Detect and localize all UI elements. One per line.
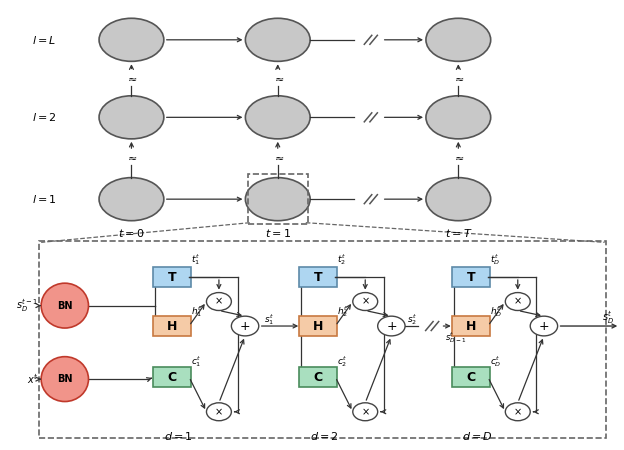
Text: $c_D^t$: $c_D^t$	[490, 354, 501, 369]
Ellipse shape	[426, 96, 490, 139]
Text: $\approx$: $\approx$	[452, 73, 464, 84]
Text: $\approx$: $\approx$	[125, 153, 138, 163]
Circle shape	[530, 316, 558, 336]
FancyBboxPatch shape	[300, 267, 337, 287]
FancyBboxPatch shape	[153, 367, 191, 387]
Text: $x^t$: $x^t$	[27, 372, 38, 386]
Text: $t=1$: $t=1$	[265, 227, 291, 239]
Text: T: T	[314, 270, 323, 284]
Text: $t_2^t$: $t_2^t$	[337, 252, 346, 267]
Circle shape	[207, 292, 232, 310]
Text: $d=1$: $d=1$	[163, 430, 192, 442]
Text: $s_1^t$: $s_1^t$	[264, 312, 274, 327]
Text: $c_1^t$: $c_1^t$	[191, 354, 202, 369]
Text: BN: BN	[57, 374, 72, 384]
Text: $\times$: $\times$	[514, 297, 522, 307]
Text: $\approx$: $\approx$	[452, 153, 464, 163]
Text: $d=D$: $d=D$	[462, 430, 492, 442]
Text: $t=0$: $t=0$	[119, 227, 145, 239]
Text: H: H	[313, 320, 323, 333]
Text: H: H	[466, 320, 476, 333]
Text: $h_D^t$: $h_D^t$	[490, 304, 502, 320]
Ellipse shape	[245, 18, 310, 61]
Ellipse shape	[99, 178, 164, 220]
Text: $+$: $+$	[240, 320, 251, 333]
Text: $\times$: $\times$	[514, 407, 522, 417]
Text: $t_D^t$: $t_D^t$	[490, 252, 500, 267]
Text: $l=L$: $l=L$	[32, 34, 57, 46]
Text: T: T	[467, 270, 475, 284]
Circle shape	[207, 403, 232, 421]
Text: C: C	[167, 370, 177, 383]
Circle shape	[505, 403, 530, 421]
Circle shape	[232, 316, 259, 336]
Ellipse shape	[41, 283, 89, 328]
Ellipse shape	[99, 96, 164, 139]
FancyBboxPatch shape	[452, 367, 490, 387]
Circle shape	[378, 316, 405, 336]
Ellipse shape	[426, 178, 490, 220]
Text: $t_1^t$: $t_1^t$	[191, 252, 200, 267]
Text: $c_2^t$: $c_2^t$	[337, 354, 348, 369]
Text: $+$: $+$	[539, 320, 550, 333]
Ellipse shape	[426, 18, 490, 61]
Text: $s_D^{t-1}$: $s_D^{t-1}$	[16, 297, 38, 314]
FancyBboxPatch shape	[452, 316, 490, 336]
Text: $h_2^t$: $h_2^t$	[337, 304, 348, 320]
Text: $s_D^t$: $s_D^t$	[602, 310, 614, 326]
Text: $d=2$: $d=2$	[310, 430, 339, 442]
Text: $s_{D-1}^t$: $s_{D-1}^t$	[445, 330, 466, 345]
Text: H: H	[167, 320, 177, 333]
Text: $\times$: $\times$	[215, 297, 223, 307]
Text: $\times$: $\times$	[361, 297, 369, 307]
Ellipse shape	[99, 18, 164, 61]
Circle shape	[505, 292, 530, 310]
FancyBboxPatch shape	[300, 316, 337, 336]
Text: $+$: $+$	[386, 320, 397, 333]
FancyBboxPatch shape	[300, 367, 337, 387]
FancyBboxPatch shape	[452, 267, 490, 287]
Text: $h_1^t$: $h_1^t$	[191, 304, 202, 320]
Text: C: C	[466, 370, 475, 383]
Text: C: C	[314, 370, 323, 383]
Ellipse shape	[245, 178, 310, 220]
Text: T: T	[168, 270, 176, 284]
Text: $\times$: $\times$	[215, 407, 223, 417]
Text: $\approx$: $\approx$	[271, 153, 284, 163]
Text: $l=1$: $l=1$	[32, 193, 57, 205]
Ellipse shape	[245, 96, 310, 139]
Ellipse shape	[41, 357, 89, 401]
Text: $t=T$: $t=T$	[444, 227, 472, 239]
Text: $\approx$: $\approx$	[271, 73, 284, 84]
Text: $s_2^t$: $s_2^t$	[407, 312, 417, 327]
Circle shape	[353, 292, 378, 310]
Circle shape	[353, 403, 378, 421]
FancyBboxPatch shape	[153, 316, 191, 336]
Text: $l=2$: $l=2$	[32, 111, 57, 123]
Text: BN: BN	[57, 301, 72, 310]
Text: $\approx$: $\approx$	[125, 73, 138, 84]
Text: $\times$: $\times$	[361, 407, 369, 417]
FancyBboxPatch shape	[153, 267, 191, 287]
